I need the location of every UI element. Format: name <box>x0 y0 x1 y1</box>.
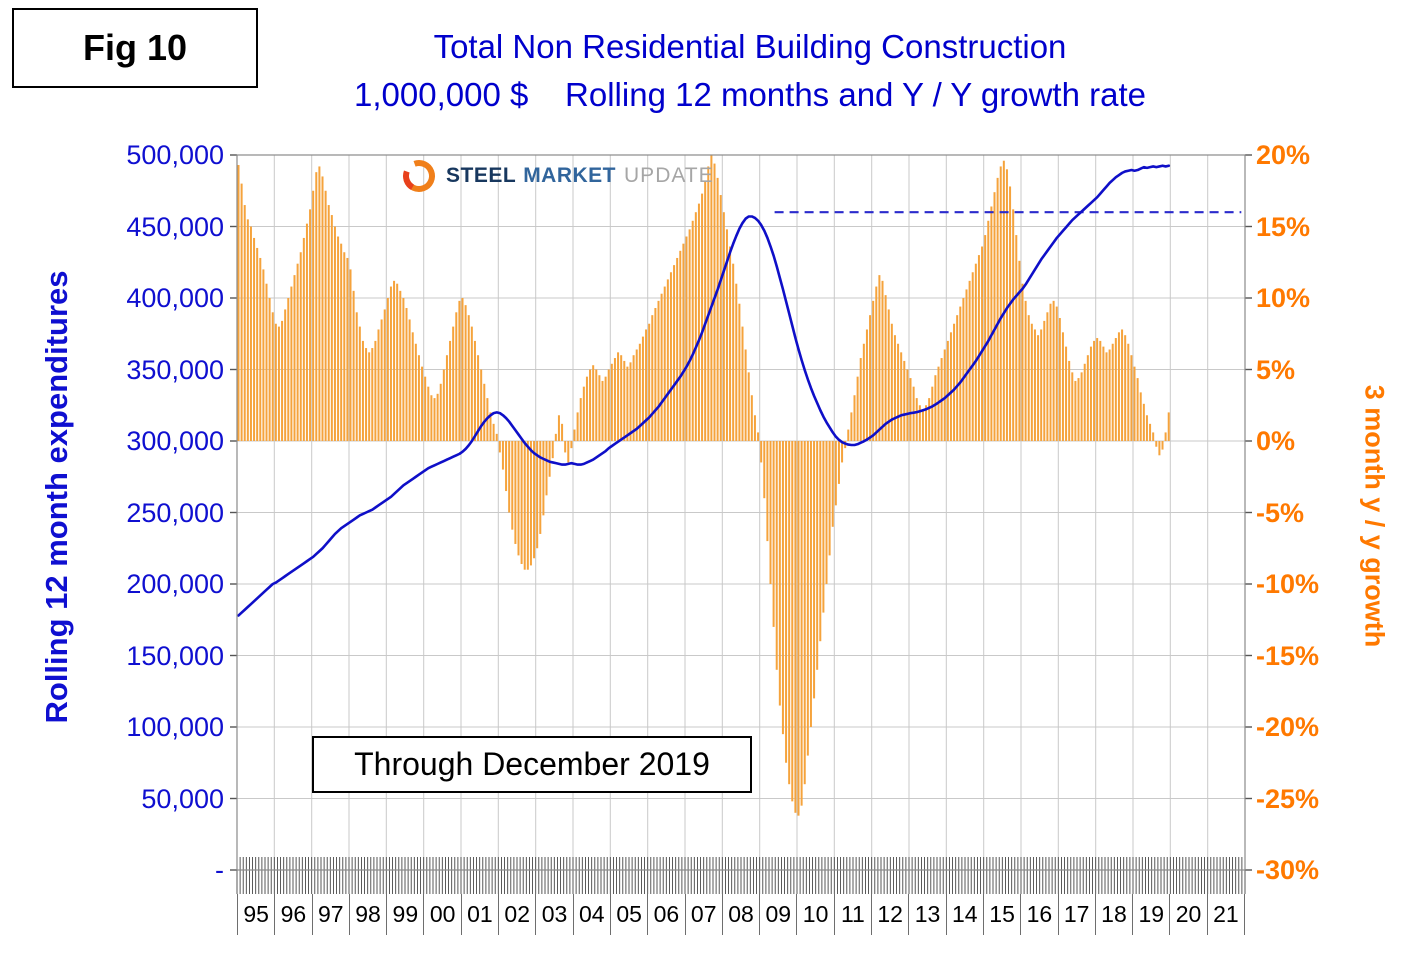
left-axis-tick: 450,000 <box>126 211 224 242</box>
right-axis-tick: 0% <box>1256 426 1296 456</box>
x-axis-year-label: 06 <box>647 894 684 935</box>
left-axis-tick: - <box>215 855 224 885</box>
figure-label-box: Fig 10 <box>12 8 258 88</box>
right-axis-tick: 10% <box>1256 283 1311 313</box>
left-axis-tick: 350,000 <box>126 354 224 385</box>
left-axis-tick: 50,000 <box>141 783 224 814</box>
x-axis-year-label: 02 <box>498 894 535 935</box>
right-axis-tick: 15% <box>1256 211 1311 242</box>
x-axis-year-label: 11 <box>833 894 871 935</box>
x-axis-year-label: 09 <box>759 894 796 935</box>
x-axis-year-labels: 95 96 97 98 99 00 01 02 03 04 05 06 07 08 09 10 11 12 13 14… <box>237 894 1246 935</box>
right-axis-tick: -20% <box>1256 712 1320 742</box>
x-axis-year-label: 95 <box>237 894 274 935</box>
left-axis-tick: 200,000 <box>126 569 224 599</box>
logo-swoosh-icon <box>403 160 435 192</box>
left-axis-tick: 250,000 <box>126 497 224 528</box>
chart-title: Total Non Residential Building Construct… <box>433 28 1067 65</box>
chart-subtitle: 1,000,000 $ Rolling 12 months and Y / Y … <box>354 76 1146 113</box>
x-axis-year-label: 97 <box>311 894 349 935</box>
x-axis-year-label: 14 <box>945 894 983 935</box>
logo-text-market: MARKET <box>523 164 617 187</box>
x-axis-year-label: 03 <box>535 894 572 935</box>
x-axis-year-label: 98 <box>348 894 386 935</box>
left-axis-tick: 100,000 <box>126 712 224 742</box>
right-axis-tick: -10% <box>1256 569 1320 599</box>
x-axis-year-label: 05 <box>609 894 647 935</box>
x-axis-year-label: 17 <box>1057 894 1095 935</box>
logo-text-update: UPDATE <box>624 164 714 187</box>
x-axis-year-label: 00 <box>423 894 460 935</box>
left-axis-tick: 300,000 <box>126 426 224 456</box>
smu-logo: STEEL MARKET UPDATE <box>398 156 714 196</box>
x-axis-year-label: 18 <box>1094 894 1132 935</box>
left-axis-tick: 500,000 <box>126 140 224 170</box>
x-axis-year-label: 15 <box>982 894 1020 935</box>
figure-label: Fig 10 <box>82 27 188 68</box>
right-axis-tick: 5% <box>1256 354 1296 385</box>
x-axis-year-label: 04 <box>572 894 610 935</box>
x-axis-year-label: 12 <box>871 894 908 935</box>
through-date-label: Through December 2019 <box>354 746 710 782</box>
left-axis-tick: 400,000 <box>126 283 224 313</box>
right-axis-tick: -5% <box>1256 497 1305 528</box>
x-axis-year-label: 21 <box>1206 894 1246 935</box>
x-axis-year-label: 10 <box>796 894 833 935</box>
x-axis-year-label: 16 <box>1020 894 1057 935</box>
x-axis-year-label: 99 <box>386 894 423 935</box>
through-date-box: Through December 2019 <box>312 736 752 793</box>
right-axis-tick: -15% <box>1256 640 1320 671</box>
x-axis-year-label: 01 <box>460 894 498 935</box>
x-axis-year-label: 19 <box>1132 894 1169 935</box>
x-axis-year-label: 13 <box>908 894 945 935</box>
x-axis-year-label: 08 <box>721 894 759 935</box>
right-axis-tick: -30% <box>1256 855 1320 885</box>
right-axis-tick: 20% <box>1256 140 1311 170</box>
right-axis-tick: -25% <box>1256 783 1320 814</box>
x-axis-year-label: 20 <box>1169 894 1206 935</box>
logo-text-steel: STEEL <box>446 164 517 187</box>
left-axis-tick: 150,000 <box>126 640 224 671</box>
x-axis-year-label: 07 <box>684 894 722 935</box>
x-axis-year-label: 96 <box>274 894 311 935</box>
